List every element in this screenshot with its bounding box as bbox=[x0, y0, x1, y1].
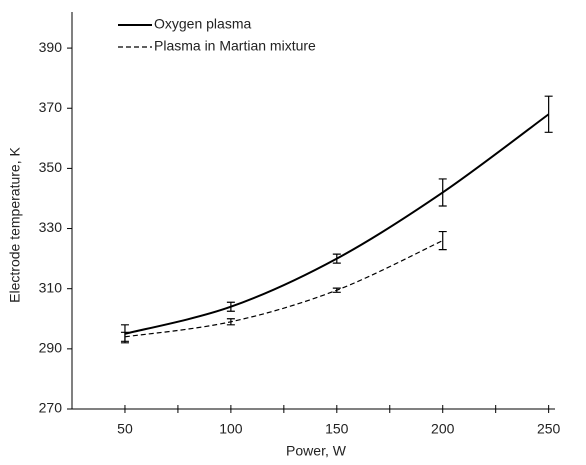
y-tick-label: 290 bbox=[39, 340, 63, 356]
error-bar bbox=[544, 95, 553, 133]
error-bar bbox=[438, 230, 447, 251]
x-tick-label: 50 bbox=[117, 421, 133, 437]
y-tick-label: 330 bbox=[39, 219, 63, 235]
y-tick-label: 370 bbox=[39, 99, 63, 115]
x-tick-label: 250 bbox=[537, 421, 561, 437]
legend-label: Oxygen plasma bbox=[154, 16, 251, 32]
y-tick-label: 270 bbox=[39, 400, 63, 416]
series-line bbox=[124, 113, 550, 335]
y-tick-label: 390 bbox=[39, 39, 63, 55]
y-tick-label: 350 bbox=[39, 159, 63, 175]
legend-label: Plasma in Martian mixture bbox=[154, 38, 316, 54]
x-tick-label: 200 bbox=[431, 421, 455, 437]
y-tick-label: 310 bbox=[39, 279, 63, 295]
x-axis-title: Power, W bbox=[286, 443, 347, 459]
y-axis-title: Electrode temperature, K bbox=[7, 147, 23, 303]
series-line bbox=[124, 240, 443, 338]
x-tick-label: 150 bbox=[325, 421, 349, 437]
x-tick-label: 100 bbox=[219, 421, 243, 437]
